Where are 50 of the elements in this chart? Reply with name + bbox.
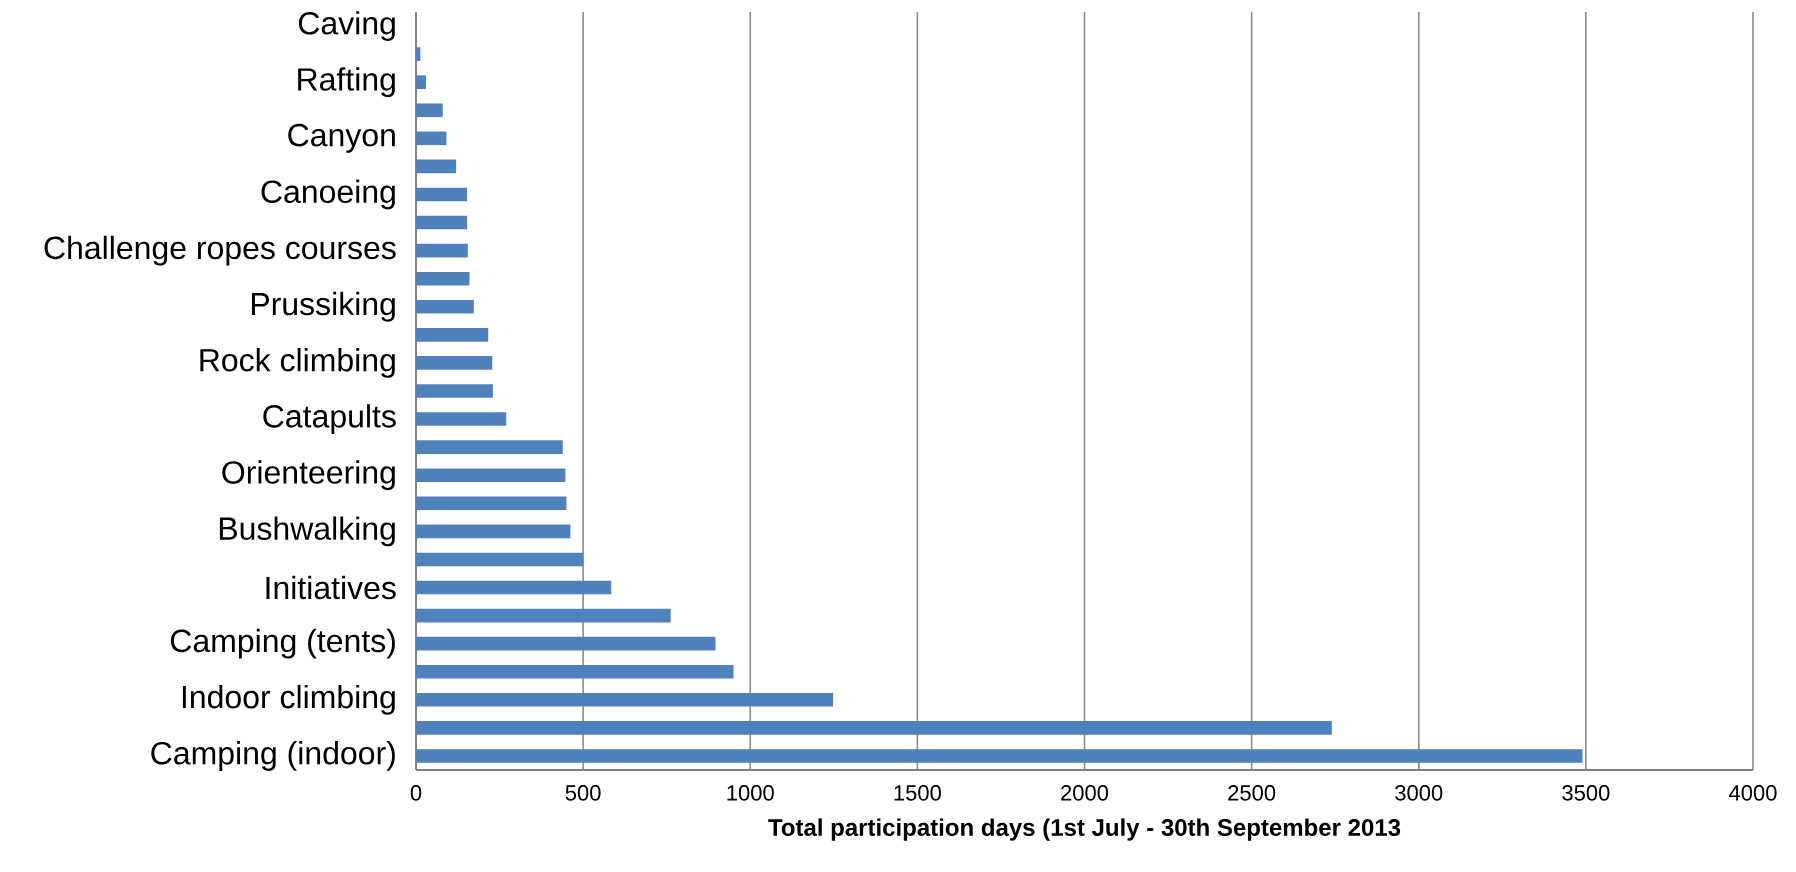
x-tick-label: 4000 bbox=[1729, 785, 1777, 801]
y-tick-label: Caving bbox=[298, 11, 395, 41]
bar bbox=[416, 159, 457, 174]
y-tick-label: Orienteering bbox=[222, 460, 395, 491]
y-tick-label: Indoor climbing bbox=[182, 684, 395, 715]
y-tick-label: Bushwalking bbox=[219, 516, 395, 547]
bar bbox=[416, 328, 489, 342]
bar bbox=[416, 524, 571, 539]
bar bbox=[416, 636, 716, 651]
y-tick-label: Rock climbing bbox=[200, 348, 395, 378]
bar bbox=[416, 243, 468, 258]
bar bbox=[416, 440, 563, 454]
y-tick-label: Canoeing bbox=[261, 179, 395, 210]
bar bbox=[416, 356, 493, 370]
x-tick-label: 0 bbox=[410, 785, 422, 801]
y-tick-label: Camping (indoor) bbox=[151, 741, 395, 771]
y-tick-label: Camping (tents) bbox=[170, 628, 395, 659]
bar bbox=[416, 271, 470, 286]
bar bbox=[416, 468, 566, 483]
x-tick-label: 2500 bbox=[1228, 785, 1276, 801]
x-tick-label: 3000 bbox=[1395, 785, 1443, 801]
bar bbox=[416, 215, 468, 230]
bar bbox=[416, 384, 493, 398]
bar bbox=[416, 693, 834, 707]
bar bbox=[416, 131, 447, 146]
x-axis-title: Total participation days (1st July - 30th September 2013 bbox=[768, 818, 1401, 841]
y-tick-label: Rafting bbox=[298, 67, 395, 98]
x-tick-label: 3500 bbox=[1562, 785, 1610, 801]
bar bbox=[416, 496, 567, 511]
bar bbox=[416, 721, 1332, 735]
bar bbox=[416, 75, 427, 89]
x-tick-label: 2000 bbox=[1061, 785, 1109, 801]
y-tick-label: Challenge ropes courses bbox=[44, 235, 396, 266]
bar bbox=[416, 552, 584, 567]
bar bbox=[416, 103, 443, 118]
bar bbox=[416, 187, 468, 202]
bar bbox=[416, 580, 612, 595]
x-tick-label: 1000 bbox=[727, 785, 774, 801]
bar bbox=[416, 664, 734, 679]
y-tick-label: Initiatives bbox=[266, 575, 396, 600]
bar bbox=[416, 299, 474, 314]
bar bbox=[416, 412, 507, 426]
x-tick-label: 1500 bbox=[894, 785, 941, 801]
bar bbox=[416, 47, 421, 61]
y-tick-label: Prussiking bbox=[251, 291, 395, 322]
x-tick-label: 500 bbox=[565, 785, 601, 801]
bar bbox=[416, 749, 1583, 763]
y-tick-label: Catapults bbox=[263, 404, 396, 434]
bar bbox=[416, 608, 671, 623]
y-tick-label: Canyon bbox=[288, 123, 395, 153]
